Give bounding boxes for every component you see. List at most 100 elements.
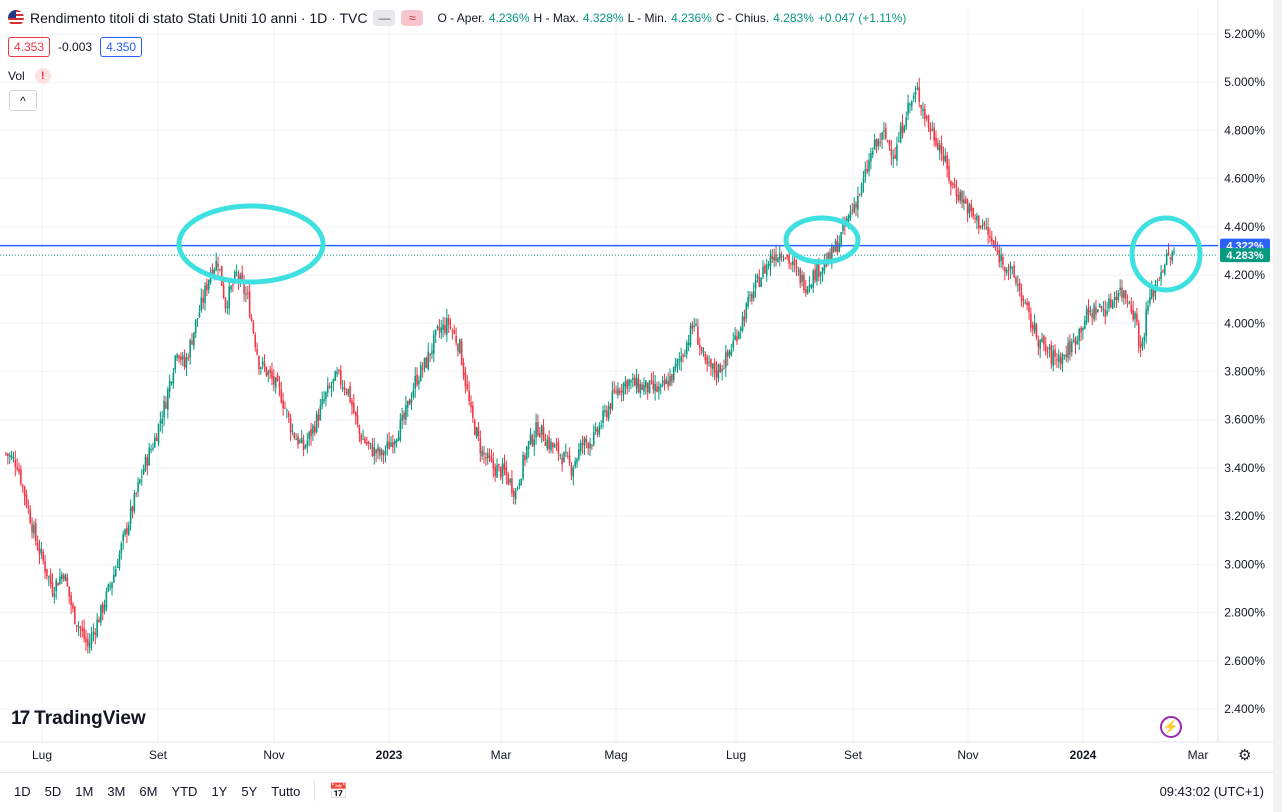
candle-body <box>472 405 474 418</box>
candle-body <box>198 312 201 318</box>
candle-body <box>187 357 190 359</box>
us-flag-icon <box>8 10 24 26</box>
candle-body <box>174 355 177 370</box>
candle-body <box>801 274 803 282</box>
candle-body <box>101 603 104 614</box>
candle-body <box>925 116 928 119</box>
candle-body <box>780 256 783 258</box>
candle-body <box>795 266 798 269</box>
candle-body <box>907 102 909 115</box>
range-5y[interactable]: 5Y <box>241 783 258 799</box>
candle-body <box>1147 305 1149 311</box>
low-value: 4.236% <box>671 11 712 25</box>
candle-body <box>168 381 171 392</box>
candle-body <box>620 390 623 393</box>
warning-icon[interactable]: ! <box>34 68 51 84</box>
candle-body <box>457 344 459 352</box>
range-1m[interactable]: 1M <box>75 783 94 799</box>
candle-body <box>144 456 147 470</box>
candle-body <box>423 358 426 368</box>
gear-icon[interactable]: ⚙ <box>1238 747 1252 764</box>
tradingview-logo[interactable]: 17 TradingView <box>11 708 146 730</box>
range-1d[interactable]: 1D <box>14 783 31 799</box>
candle-body <box>968 204 971 213</box>
candle-body <box>730 350 733 355</box>
lightning-icon[interactable]: ⚡ <box>1160 716 1182 738</box>
candle-body <box>793 259 796 266</box>
candle-body <box>944 155 947 162</box>
candle-body <box>38 547 41 555</box>
candle-body <box>397 437 400 441</box>
clock-readout[interactable]: 09:43:02 (UTC+1) <box>1159 783 1264 799</box>
x-tick-label: Set <box>149 748 168 762</box>
candle-body <box>312 425 314 434</box>
candle-body <box>79 626 82 629</box>
range-6m[interactable]: 6M <box>139 783 158 799</box>
candle-body <box>687 342 690 346</box>
candle-body <box>142 468 145 475</box>
candle-body <box>263 363 266 367</box>
candle-body <box>289 418 292 433</box>
candle-body <box>702 351 705 353</box>
candle-body <box>561 457 563 465</box>
candle-body <box>736 336 738 342</box>
compare-icon[interactable]: ≈ <box>401 10 424 26</box>
candle-body <box>860 183 863 195</box>
candle-body <box>901 123 904 134</box>
candle-body <box>256 349 258 355</box>
candle-body <box>61 574 63 580</box>
calendar-icon[interactable]: 📅 <box>329 783 349 800</box>
range-3m[interactable]: 3M <box>107 783 126 799</box>
candle-body <box>308 431 310 440</box>
right-scrollbar[interactable] <box>1273 0 1282 812</box>
candle-body <box>1063 354 1066 356</box>
candle-body <box>237 273 240 281</box>
bid-box[interactable]: 4.353 <box>8 37 51 57</box>
candle-body <box>442 324 444 330</box>
candle-body <box>700 346 703 351</box>
candle-body <box>377 447 379 452</box>
hand-drawn-circle <box>1129 215 1203 293</box>
candle-body <box>271 371 273 379</box>
ask-box[interactable]: 4.350 <box>100 37 143 57</box>
range-5d[interactable]: 5D <box>44 783 62 799</box>
candle-body <box>775 254 777 262</box>
range-1y[interactable]: 1Y <box>211 783 228 799</box>
candle-body <box>139 479 141 484</box>
candle-body <box>369 443 372 445</box>
candle-body <box>284 407 286 409</box>
candle-body <box>669 375 671 386</box>
candle-body <box>1052 350 1054 366</box>
candle-body <box>832 246 835 253</box>
candle-body <box>287 412 290 417</box>
candle-body <box>1015 277 1017 284</box>
candle-body <box>816 262 818 282</box>
volume-label[interactable]: Vol <box>8 69 25 83</box>
candle-body <box>576 458 578 464</box>
range-all[interactable]: Tutto <box>271 783 301 799</box>
candle-body <box>829 252 831 260</box>
candle-body <box>976 215 978 221</box>
candle-body <box>55 580 58 592</box>
symbol-title[interactable]: Rendimento titoli di stato Stati Uniti 1… <box>30 10 368 26</box>
candle-body <box>1057 354 1060 363</box>
candle-body <box>1113 297 1116 300</box>
candle-body <box>951 183 954 185</box>
candle-body <box>427 351 430 370</box>
candle-body <box>884 127 887 139</box>
candle-body <box>725 352 727 368</box>
candle-body <box>989 236 991 238</box>
candle-body <box>154 437 156 448</box>
hide-legend-icon[interactable]: — <box>373 10 396 26</box>
candle-body <box>1044 344 1047 351</box>
candle-body <box>88 642 91 649</box>
candle-body <box>77 626 80 628</box>
collapse-legend-button[interactable]: ^ <box>9 90 37 111</box>
candle-body <box>751 293 753 301</box>
candle-body <box>710 359 712 368</box>
range-ytd[interactable]: YTD <box>171 783 198 799</box>
candle-body <box>886 140 889 142</box>
candle-body <box>955 188 958 197</box>
